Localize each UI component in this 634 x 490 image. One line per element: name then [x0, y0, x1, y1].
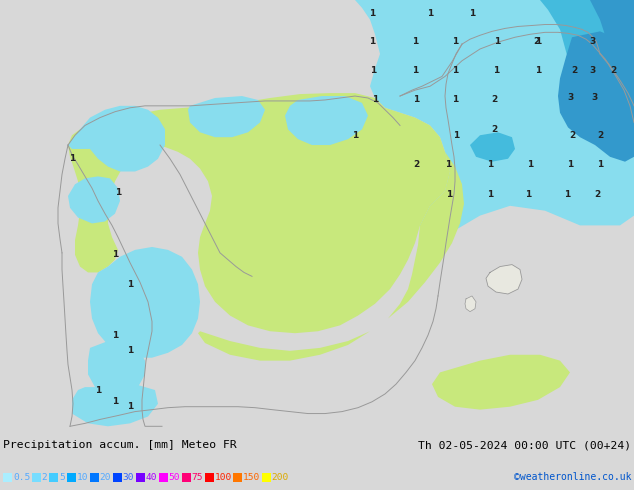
Polygon shape [432, 355, 570, 410]
Text: 1: 1 [112, 250, 118, 259]
Bar [158, 473, 167, 482]
Text: 1: 1 [452, 37, 458, 46]
Text: 2: 2 [569, 131, 575, 140]
Text: 1: 1 [369, 37, 375, 46]
Text: 2: 2 [491, 125, 497, 134]
Text: 1: 1 [372, 96, 378, 104]
Text: 0.5: 0.5 [13, 473, 30, 482]
Polygon shape [68, 93, 450, 333]
Text: 2: 2 [597, 131, 603, 140]
Text: 2: 2 [41, 473, 48, 482]
Bar [32, 473, 41, 482]
Text: 1: 1 [69, 154, 75, 163]
Text: 1: 1 [127, 280, 133, 289]
Bar [49, 473, 58, 482]
Polygon shape [88, 341, 145, 394]
Text: 1: 1 [95, 386, 101, 394]
Text: 30: 30 [122, 473, 134, 482]
Text: 40: 40 [145, 473, 157, 482]
Polygon shape [470, 132, 515, 162]
Bar [136, 473, 145, 482]
Text: 1: 1 [493, 66, 499, 75]
Text: 1: 1 [115, 188, 121, 196]
Text: 1: 1 [112, 331, 118, 340]
Polygon shape [90, 247, 200, 358]
Text: 3: 3 [591, 94, 597, 102]
Text: 1: 1 [427, 9, 433, 18]
Text: 1: 1 [452, 96, 458, 104]
Polygon shape [465, 296, 476, 312]
Polygon shape [486, 265, 522, 294]
Text: 2: 2 [571, 66, 577, 75]
Text: 1: 1 [525, 190, 531, 198]
Text: Precipitation accum. [mm] Meteo FR: Precipitation accum. [mm] Meteo FR [3, 441, 236, 450]
Text: 1: 1 [527, 160, 533, 169]
Text: 1: 1 [564, 190, 570, 198]
Bar [181, 473, 190, 482]
Polygon shape [188, 96, 265, 137]
Text: 1: 1 [413, 96, 419, 104]
Polygon shape [590, 0, 634, 74]
Polygon shape [540, 0, 634, 127]
Text: 1: 1 [535, 37, 541, 46]
Polygon shape [68, 176, 120, 223]
Text: 1: 1 [469, 9, 475, 18]
Text: 5: 5 [59, 473, 65, 482]
Polygon shape [68, 106, 165, 172]
Text: 1: 1 [494, 37, 500, 46]
Bar [89, 473, 98, 482]
Text: 3: 3 [589, 37, 595, 46]
Text: 1: 1 [127, 346, 133, 355]
Text: 1: 1 [370, 66, 376, 75]
Bar [112, 473, 122, 482]
Text: 200: 200 [271, 473, 288, 482]
Text: 2: 2 [413, 160, 419, 169]
Bar [205, 473, 214, 482]
Bar [3, 473, 12, 482]
Text: 1: 1 [127, 402, 133, 411]
Polygon shape [72, 384, 158, 426]
Text: 10: 10 [77, 473, 88, 482]
Text: 100: 100 [214, 473, 232, 482]
Text: 2: 2 [533, 37, 539, 46]
Text: 1: 1 [369, 9, 375, 18]
Text: 1: 1 [112, 397, 118, 406]
Text: 50: 50 [169, 473, 180, 482]
Text: 3: 3 [589, 66, 595, 75]
Text: 20: 20 [100, 473, 111, 482]
Polygon shape [285, 96, 368, 145]
Text: 1: 1 [453, 131, 459, 140]
Text: ©weatheronline.co.uk: ©weatheronline.co.uk [514, 472, 631, 482]
Text: 1: 1 [412, 37, 418, 46]
Text: 150: 150 [243, 473, 260, 482]
Text: 1: 1 [445, 160, 451, 169]
Text: Th 02-05-2024 00:00 UTC (00+24): Th 02-05-2024 00:00 UTC (00+24) [418, 441, 631, 450]
Text: 1: 1 [597, 160, 603, 169]
Text: 2: 2 [610, 66, 616, 75]
Text: 2: 2 [594, 190, 600, 198]
Bar [233, 473, 242, 482]
Text: 75: 75 [191, 473, 203, 482]
Bar [261, 473, 271, 482]
Bar [67, 473, 75, 482]
Text: 3: 3 [567, 94, 573, 102]
Text: 1: 1 [412, 66, 418, 75]
Text: 1: 1 [535, 66, 541, 75]
Text: 1: 1 [446, 190, 452, 198]
Text: 1: 1 [487, 190, 493, 198]
Text: 1: 1 [452, 66, 458, 75]
Text: 1: 1 [487, 160, 493, 169]
Polygon shape [558, 31, 634, 162]
Polygon shape [198, 152, 464, 361]
Text: 1: 1 [352, 131, 358, 140]
Text: 1: 1 [567, 160, 573, 169]
Polygon shape [355, 0, 634, 260]
Text: 2: 2 [491, 96, 497, 104]
